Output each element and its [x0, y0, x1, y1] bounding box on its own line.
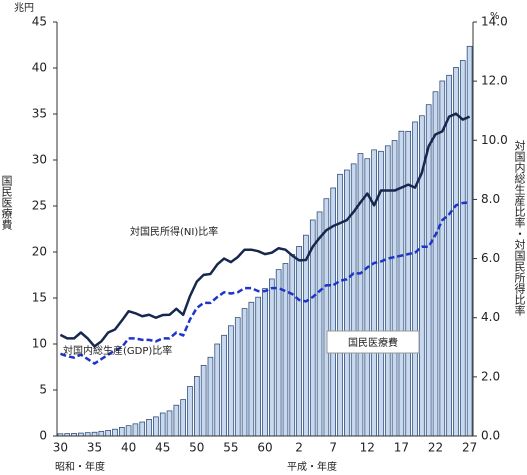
- bar: [364, 158, 371, 437]
- x-tick-label: 7: [329, 441, 337, 455]
- line: [59, 112, 471, 348]
- bar: [91, 431, 98, 437]
- bar: [446, 74, 452, 437]
- bar: [269, 278, 275, 437]
- x-tick-label: 60: [257, 441, 272, 455]
- bar: [296, 246, 302, 437]
- bar: [187, 386, 193, 437]
- bar: [439, 80, 446, 437]
- bar: [166, 410, 173, 437]
- bar: [337, 173, 343, 437]
- series-label: 対国内総生産(GDP)比率: [63, 344, 172, 357]
- x-label-right: 平成・年度: [287, 460, 337, 473]
- x-tick-label: 50: [189, 441, 204, 455]
- x-tick-label: 45: [155, 441, 170, 455]
- y2-tick-label: 14.0: [481, 15, 508, 29]
- bar: [241, 308, 248, 437]
- y-tick-label: 10: [32, 337, 47, 351]
- bar: [139, 421, 146, 437]
- bar: [248, 301, 255, 437]
- x-tick-label: 27: [462, 441, 477, 455]
- y2-tick-label: 8.0: [481, 192, 500, 206]
- y-tick-label: 30: [32, 153, 47, 167]
- bar: [255, 296, 261, 437]
- bar: [289, 254, 296, 437]
- bar: [118, 427, 125, 437]
- bar: [391, 140, 398, 437]
- bar: [357, 153, 364, 437]
- y-tick-label: 35: [32, 107, 47, 121]
- bar: [350, 163, 357, 437]
- bar: [344, 169, 350, 437]
- x-tick-label: 35: [87, 441, 102, 455]
- bar: [432, 91, 439, 437]
- x-tick-label: 30: [53, 441, 68, 455]
- x-tick-label: 2: [295, 441, 303, 455]
- y2-label: 対国内総生産比率・対国民所得比率: [513, 139, 526, 317]
- bar: [159, 412, 166, 437]
- y-tick-label: 20: [32, 245, 47, 259]
- bar: [105, 430, 111, 437]
- bar: [173, 404, 180, 437]
- bar: [125, 425, 132, 437]
- y-tick-label: 45: [32, 15, 47, 29]
- bar: [214, 343, 221, 437]
- line: [59, 201, 470, 365]
- bar: [398, 130, 405, 437]
- y-unit: 兆円: [14, 2, 34, 14]
- bar: [193, 376, 200, 437]
- bar: [221, 334, 227, 437]
- bar: [146, 418, 152, 437]
- bar: [228, 325, 234, 437]
- y-label: 国民医療費: [0, 175, 13, 230]
- bar: [453, 67, 459, 437]
- y2-tick-label: 10.0: [481, 133, 508, 147]
- y-tick-label: 5: [39, 383, 47, 397]
- y-tick-label: 40: [32, 61, 47, 75]
- series-label: 国民医療費: [348, 336, 398, 349]
- bar: [180, 399, 186, 437]
- x-tick-label: 40: [121, 441, 136, 455]
- x-label-left: 昭和・年度: [55, 460, 105, 473]
- x-tick-label: 55: [223, 441, 238, 455]
- x-tick-label: 12: [360, 441, 375, 455]
- bar: [112, 428, 118, 437]
- bar: [275, 269, 282, 437]
- bar: [323, 198, 330, 437]
- bar: [200, 364, 207, 437]
- bar: [98, 430, 105, 437]
- bar: [466, 45, 473, 437]
- y2-tick-label: 2.0: [481, 369, 500, 383]
- y-tick-label: 25: [32, 199, 47, 213]
- x-tick-label: 17: [394, 441, 409, 455]
- bar: [303, 234, 309, 437]
- bar: [234, 317, 241, 437]
- y-tick-label: 15: [32, 291, 47, 305]
- y2-tick-label: 6.0: [481, 251, 500, 265]
- bar: [371, 149, 377, 437]
- bar: [132, 423, 139, 437]
- bar: [412, 121, 418, 437]
- bar: [153, 416, 159, 437]
- bar: [316, 211, 323, 437]
- x-tick-label: 22: [428, 441, 443, 455]
- y2-tick-label: 0.0: [481, 429, 500, 443]
- label-box: [326, 330, 420, 354]
- y2-tick-label: 12.0: [481, 74, 508, 88]
- y-tick-label: 0: [39, 429, 47, 443]
- bar: [207, 356, 214, 437]
- y2-tick-label: 4.0: [481, 310, 500, 324]
- series-label: 対国民所得(NI)比率: [130, 225, 218, 238]
- bar: [262, 288, 268, 437]
- bar: [405, 130, 412, 437]
- y2-unit: %: [490, 11, 500, 22]
